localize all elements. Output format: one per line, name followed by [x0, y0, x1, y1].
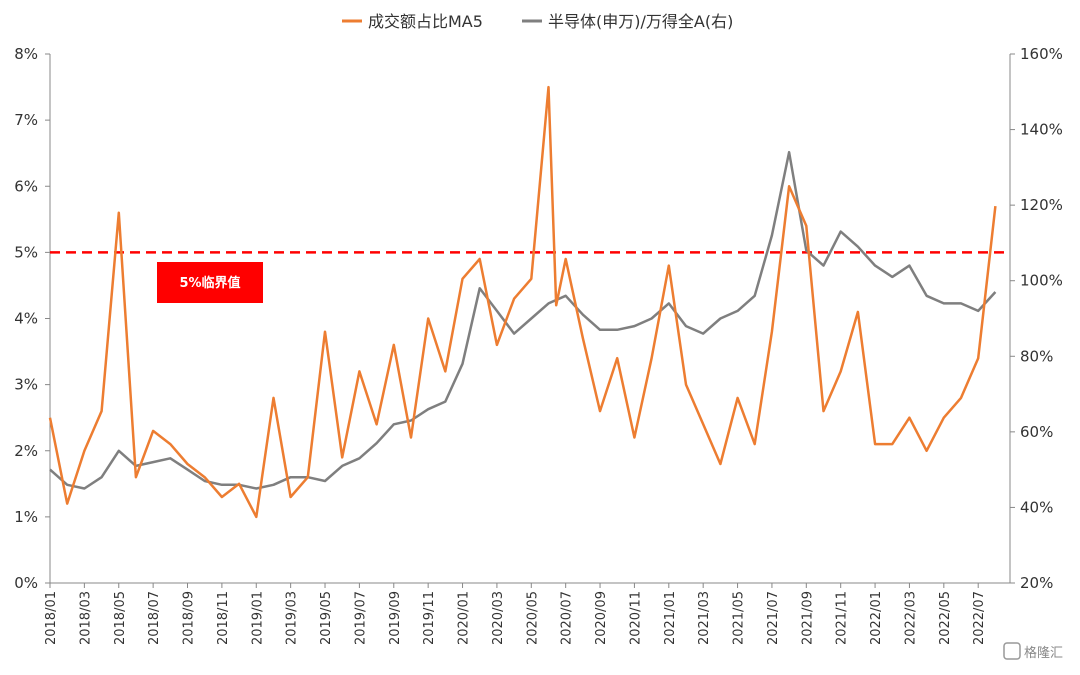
y-right-tick-label: 120% — [1020, 196, 1063, 214]
axes: 0% 1% 2% 3% 4% 5% 6% 7% 8% 20% 40% 60% 80% 100% 120% 14… — [14, 45, 1063, 645]
x-tick-label: 2018/07 — [147, 591, 162, 645]
x-tick-label: 2020/09 — [594, 591, 609, 645]
legend: 成交额占比MA5 半导体(申万)/万得全A(右) — [342, 12, 733, 31]
x-tick-label: 2018/01 — [44, 591, 59, 645]
x-tick-label: 2019/11 — [422, 591, 437, 645]
series-line-0 — [48, 85, 997, 519]
x-tick-label: 2022/01 — [869, 591, 884, 645]
y-left-tick-label: 5% — [14, 243, 38, 261]
x-tick-label: 2019/09 — [388, 591, 403, 645]
y-right-tick-label: 140% — [1020, 121, 1063, 139]
x-tick-label: 2018/11 — [216, 591, 231, 645]
y-left-tick-label: 6% — [14, 177, 38, 195]
threshold-label: 5%临界值 — [179, 275, 240, 291]
y-right-tick-label: 60% — [1020, 423, 1053, 441]
y-left-tick-label: 1% — [14, 508, 38, 526]
x-tick-label: 2020/11 — [628, 591, 643, 645]
x-tick-label: 2018/05 — [113, 591, 128, 645]
plot-area — [48, 85, 997, 519]
x-tick-label: 2021/11 — [835, 591, 850, 645]
watermark: 格隆汇 — [1003, 642, 1063, 661]
x-tick-label: 2020/03 — [491, 591, 506, 645]
x-tick-label: 2021/09 — [800, 591, 815, 645]
x-tick-label: 2018/03 — [78, 591, 93, 645]
x-tick-label: 2021/07 — [766, 591, 781, 645]
y-left-tick-label: 0% — [14, 574, 38, 592]
y-right-tick-label: 80% — [1020, 347, 1053, 365]
y-left-tick-label: 4% — [14, 310, 38, 328]
x-tick-label: 2021/01 — [663, 591, 678, 645]
x-tick-label: 2020/05 — [525, 591, 540, 645]
y-right-tick-label: 160% — [1020, 45, 1063, 63]
x-tick-label: 2019/03 — [285, 591, 300, 645]
x-tick-label: 2018/09 — [182, 591, 197, 645]
y-left-tick-label: 7% — [14, 111, 38, 129]
y-right-tick-label: 40% — [1020, 498, 1053, 516]
x-tick-label: 2019/05 — [319, 591, 334, 645]
x-tick-label: 2020/01 — [457, 591, 472, 645]
legend-label-0: 成交额占比MA5 — [368, 12, 483, 31]
threshold: 5%临界值 — [50, 251, 1010, 303]
series-line-1 — [49, 150, 997, 490]
x-tick-label: 2020/07 — [560, 591, 575, 645]
y-left-tick-label: 2% — [14, 442, 38, 460]
watermark-logo-icon — [1003, 642, 1021, 660]
x-tick-label: 2022/05 — [938, 591, 953, 645]
x-tick-label: 2022/03 — [903, 591, 918, 645]
x-tick-label: 2021/05 — [732, 591, 747, 645]
x-tick-label: 2021/03 — [697, 591, 712, 645]
x-tick-label: 2019/07 — [353, 591, 368, 645]
threshold-label-box — [157, 262, 263, 303]
legend-label-1: 半导体(申万)/万得全A(右) — [548, 12, 733, 31]
y-right-tick-label: 20% — [1020, 574, 1053, 592]
x-tick-label: 2019/01 — [250, 591, 265, 645]
y-right-tick-label: 100% — [1020, 272, 1063, 290]
y-left-tick-label: 8% — [14, 45, 38, 63]
x-tick-label: 2022/07 — [972, 591, 987, 645]
watermark-text: 格隆汇 — [1024, 645, 1063, 661]
y-left-tick-label: 3% — [14, 376, 38, 394]
